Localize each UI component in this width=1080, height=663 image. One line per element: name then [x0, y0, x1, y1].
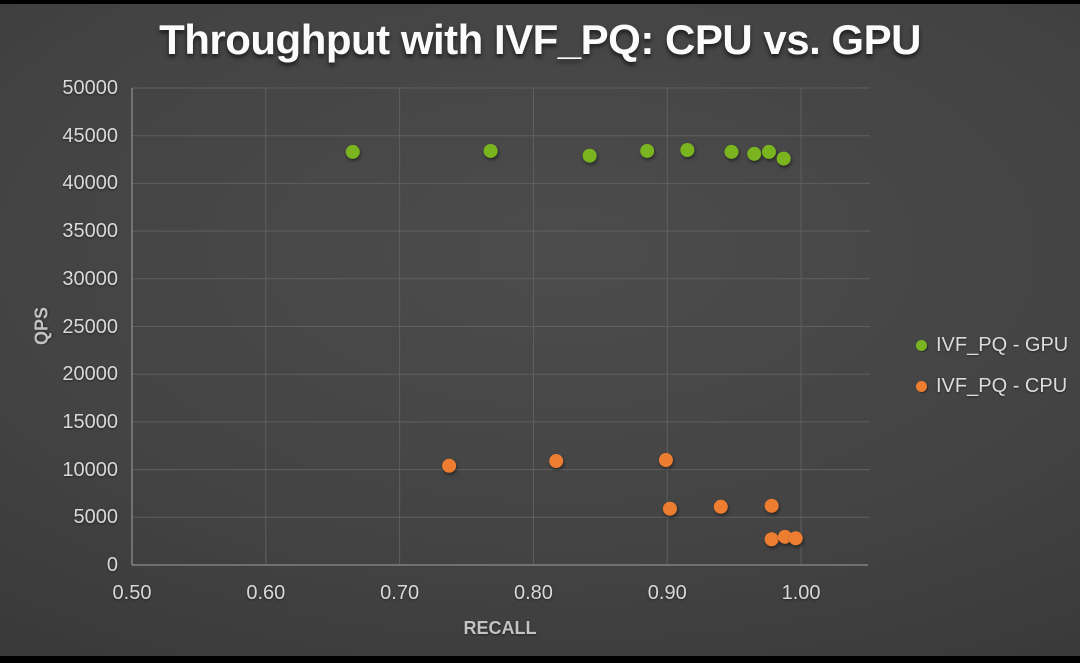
y-axis-tick-label: 25000 [62, 315, 118, 338]
x-axis-tick-label: 0.70 [380, 582, 420, 604]
y-axis-tick-label: 35000 [62, 220, 118, 243]
legend: IVF_PQ - GPU IVF_PQ - CPU [916, 333, 1068, 415]
x-axis-tick-label: 0.50 [112, 582, 152, 604]
y-axis-tick-label: 50000 [62, 77, 118, 99]
chart-canvas: Throughput with IVF_PQ: CPU vs. GPU 0 500… [0, 4, 1080, 656]
y-axis-tick-label: 20000 [62, 363, 118, 386]
data-point-cpu [764, 498, 779, 513]
legend-marker-icon [916, 380, 927, 392]
legend-entry-gpu: IVF_PQ - GPU [916, 333, 1068, 357]
data-point-gpu [640, 143, 655, 158]
data-point-cpu [658, 453, 673, 468]
y-axis-tick-label: 15000 [62, 410, 118, 433]
legend-label: IVF_PQ - GPU [936, 333, 1069, 356]
x-axis-tick-label: 0.80 [513, 582, 553, 604]
legend-label: IVF_PQ - CPU [936, 374, 1068, 397]
data-point-cpu [764, 532, 779, 547]
data-point-cpu [442, 458, 457, 473]
data-point-gpu [776, 151, 791, 166]
data-point-gpu [582, 148, 597, 163]
chart-title: Throughput with IVF_PQ: CPU vs. GPU [159, 16, 921, 63]
data-point-gpu [483, 143, 498, 158]
x-axis-title: RECALL [463, 618, 537, 638]
data-point-cpu [778, 529, 793, 544]
x-axis-tick-label: 0.60 [246, 582, 286, 604]
legend-marker-icon [916, 339, 927, 351]
data-point-cpu [549, 454, 564, 469]
data-point-cpu [662, 501, 677, 516]
y-axis-title: QPS [31, 306, 52, 346]
data-point-cpu [788, 531, 803, 546]
y-axis-tick-label: 5000 [73, 506, 119, 529]
data-point-cpu [713, 499, 728, 514]
data-point-gpu [345, 144, 360, 159]
data-point-gpu [724, 144, 739, 159]
y-axis-tick-label: 30000 [62, 267, 118, 290]
legend-entry-cpu: IVF_PQ - CPU [916, 374, 1068, 398]
data-point-gpu [747, 146, 762, 161]
y-axis-tick-label: 45000 [62, 124, 118, 147]
y-axis-tick-label: 40000 [62, 172, 118, 195]
data-point-gpu [761, 144, 776, 159]
data-point-gpu [680, 143, 695, 158]
y-axis-tick-label: 10000 [62, 458, 118, 481]
y-axis-tick-label: 0 [106, 554, 118, 576]
x-axis-tick-label: 1.00 [781, 582, 821, 604]
plot-area [131, 87, 870, 566]
x-axis-tick-label: 0.90 [647, 582, 687, 604]
